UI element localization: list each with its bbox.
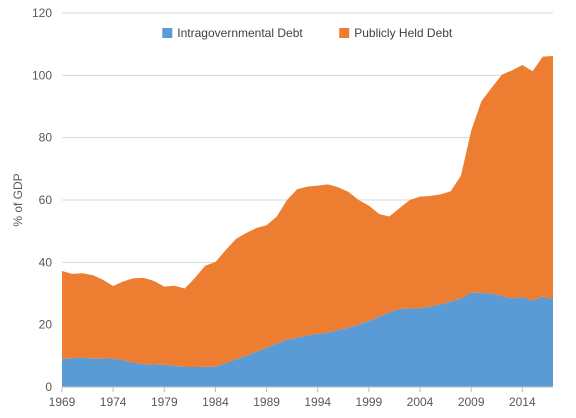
y-tick-label: 100 bbox=[32, 68, 52, 82]
y-tick-label: 120 bbox=[32, 6, 52, 20]
x-tick-label: 2014 bbox=[509, 395, 536, 409]
y-tick-label: 40 bbox=[39, 255, 53, 269]
y-axis-title: % of GDP bbox=[11, 173, 25, 226]
x-tick-label: 1969 bbox=[49, 395, 76, 409]
area-publicly-held-debt bbox=[62, 56, 553, 368]
area-intragovernmental-debt bbox=[62, 292, 553, 387]
y-tick-label: 20 bbox=[39, 318, 53, 332]
x-tick-label: 1979 bbox=[151, 395, 178, 409]
x-tick-label: 1999 bbox=[356, 395, 383, 409]
axes bbox=[61, 386, 553, 392]
y-tick-label: 0 bbox=[45, 380, 52, 394]
x-tick-label: 2009 bbox=[458, 395, 485, 409]
legend: Intragovernmental Debt Publicly Held Debt bbox=[162, 26, 453, 40]
y-tick-labels: 0 20 40 60 80 100 120 bbox=[32, 6, 52, 394]
y-tick-label: 60 bbox=[39, 193, 53, 207]
x-tick-label: 2004 bbox=[407, 395, 434, 409]
x-tick-labels: 1969 1974 1979 1984 1989 1994 1999 2004 2009 2014 bbox=[49, 395, 536, 409]
x-tick-label: 1989 bbox=[253, 395, 280, 409]
legend-label: Publicly Held Debt bbox=[354, 26, 453, 40]
x-tick-label: 1984 bbox=[202, 395, 229, 409]
x-tick-label: 1994 bbox=[304, 395, 331, 409]
legend-swatch bbox=[339, 28, 350, 38]
y-tick-label: 80 bbox=[39, 131, 53, 145]
legend-label: Intragovernmental Debt bbox=[177, 26, 303, 40]
x-tick-label: 1974 bbox=[100, 395, 127, 409]
area-series bbox=[62, 56, 553, 387]
legend-swatch bbox=[162, 28, 173, 38]
